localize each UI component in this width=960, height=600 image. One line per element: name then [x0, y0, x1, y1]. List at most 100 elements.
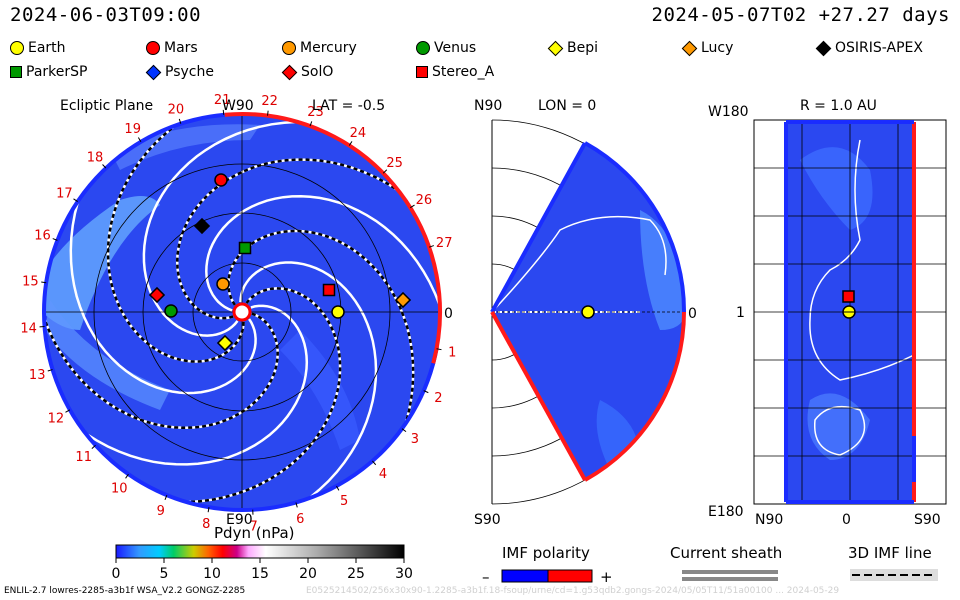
carrington-label: 25 [386, 156, 403, 171]
earth-marker-meridional [581, 305, 595, 319]
meridional-edge-lower [490, 311, 587, 481]
carrington-label: 8 [202, 517, 210, 532]
imf-line-title: 3D IMF line [848, 544, 932, 562]
meridional-edge-upper [490, 142, 587, 313]
meridional-bottom-label: S90 [474, 512, 501, 528]
imf-polarity-key: IMF polarity – + [482, 544, 613, 586]
legend-label: Mercury [300, 40, 357, 56]
model-time: 2024-05-07T02 +27.27 days [651, 4, 950, 26]
stereo-a-marker-map [842, 290, 855, 303]
legend-item-stereo-a: Stereo_A [416, 64, 494, 80]
map-title: R = 1.0 AU [800, 98, 877, 114]
mercury-marker [216, 277, 230, 291]
carrington-label: 5 [340, 494, 348, 509]
legend-label: Mars [164, 40, 198, 56]
legend-item-bepi: Bepi [547, 40, 598, 56]
ecliptic-title: Ecliptic Plane [60, 98, 153, 114]
legend-label: ParkerSP [26, 64, 88, 80]
carrington-label: 16 [34, 229, 51, 244]
mars-marker [214, 173, 228, 187]
meridional-top-label: N90 [474, 98, 502, 114]
carrington-label: 22 [261, 94, 278, 109]
legend-label: OSIRIS-APEX [835, 40, 923, 56]
imf-spirals [44, 114, 440, 510]
meridional-rim-upper [584, 141, 687, 313]
carrington-label: 10 [111, 481, 128, 496]
carrington-label: 11 [75, 450, 92, 465]
colorbar-tick-label: 10 [203, 566, 221, 582]
meridional-lon-label: LON = 0 [538, 98, 596, 114]
carrington-label: 21 [214, 93, 231, 108]
carrington-label: 26 [416, 193, 433, 208]
map-x-mid: 0 [842, 512, 851, 528]
map-top-label: W180 [708, 104, 749, 120]
map-sheath-line [809, 139, 915, 381]
carrington-label: 27 [436, 236, 453, 251]
osiris-apex-marker [193, 217, 211, 235]
carrington-label: 4 [379, 467, 387, 482]
square-icon [10, 66, 22, 78]
carrington-label: 23 [307, 105, 324, 120]
simulation-time: 2024-06-03T09:00 [10, 4, 202, 26]
ecliptic-right-label: 0 [444, 306, 453, 322]
carrington-label: 18 [87, 151, 104, 166]
ecliptic-lat-label: LAT = -0.5 [312, 98, 385, 114]
colorbar-tick-label: 30 [395, 566, 413, 582]
legend-label: Psyche [165, 64, 214, 80]
legend-item-mercury: Mercury [282, 40, 357, 56]
map-x-right: S90 [914, 512, 941, 528]
meridional-rim-lower [584, 311, 686, 482]
lucy-marker [394, 291, 412, 309]
colorbar-tick-label: 5 [160, 566, 169, 582]
ecliptic-bottom-label: E90 [226, 512, 253, 528]
carrington-label: 6 [296, 512, 304, 527]
legend-item-parkersp: ParkerSP [10, 64, 87, 80]
colorbar: Pdyn (nPa) 0 5 10 15 20 25 30 [112, 524, 413, 582]
imf-minus-label: – [482, 568, 490, 586]
meridional-right-label: 0 [688, 306, 697, 322]
legend-item-solo: SolO [281, 64, 334, 80]
ecliptic-density-features [44, 124, 360, 450]
colorbar-tick-label: 25 [347, 566, 365, 582]
map-mid-label: 1 [736, 305, 745, 321]
sun-icon [232, 302, 252, 322]
imf-plus-label: + [600, 568, 613, 586]
ecliptic-top-label: W90 [222, 98, 254, 114]
circle-icon [416, 41, 430, 55]
circle-icon [10, 41, 24, 55]
colorbar-bar [115, 544, 405, 559]
ecliptic-rim-positive [224, 112, 442, 364]
colorbar-tick-label: 15 [251, 566, 269, 582]
carrington-label: 14 [20, 322, 37, 337]
legend-item-earth: Earth [10, 40, 66, 56]
legend-item-lucy: Lucy [681, 40, 734, 56]
colorbar-title: Pdyn (nPa) [214, 524, 295, 542]
legend-item-venus: Venus [416, 40, 476, 56]
imf-polarity-title: IMF polarity [502, 544, 590, 562]
square-icon [416, 66, 428, 78]
ecliptic-rim-negative [42, 112, 439, 512]
colorbar-tick-label: 20 [299, 566, 317, 582]
carrington-label: 1 [448, 346, 456, 361]
legend-item-psyche: Psyche [145, 64, 214, 80]
legend-label: Stereo_A [432, 64, 495, 80]
current-sheath-key: Current sheath [670, 544, 782, 581]
legend-label: Lucy [701, 40, 734, 56]
carrington-label: 13 [29, 368, 46, 383]
solo-marker [148, 286, 166, 304]
earth-marker [331, 305, 345, 319]
carrington-label: 12 [48, 412, 65, 427]
legend-item-osiris-apex: OSIRIS-APEX [815, 40, 923, 56]
legend-label: Earth [28, 40, 66, 56]
model-info-footer: ENLIL-2.7 lowres-2285-a3b1f WSA_V2.2 GON… [4, 586, 246, 596]
imf-line-key: 3D IMF line [848, 544, 938, 581]
carrington-label: 19 [124, 122, 141, 137]
carrington-label: 7 [249, 520, 257, 535]
circle-icon [282, 41, 296, 55]
circle-icon [146, 41, 160, 55]
map-x-left: N90 [755, 512, 783, 528]
legend-label: SolO [301, 64, 334, 80]
